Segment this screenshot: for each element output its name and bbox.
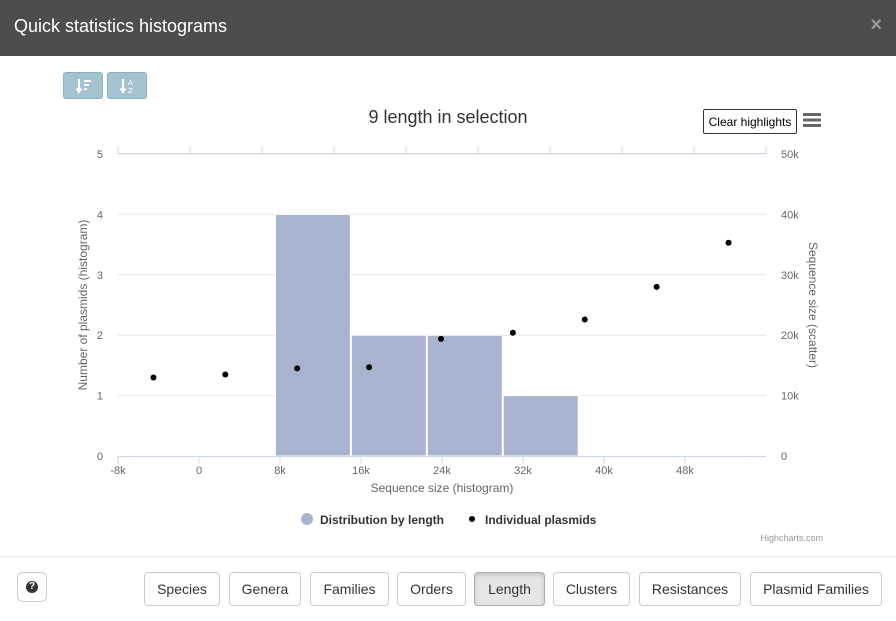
modal-header: Quick statistics histograms × [0,0,896,56]
y-tick-label: 3 [97,270,103,282]
y2-tick-label: 40k [781,209,799,221]
x-tick-label: 24k [433,465,451,477]
scatter-point [653,283,660,290]
tab-genera[interactable]: Genera [229,572,301,606]
legend-item-distribution[interactable]: Distribution by length [301,513,444,527]
y2-tick-label: 0 [781,451,787,463]
x-tick-label: 48k [676,465,694,477]
histogram-bar [350,334,427,457]
tab-orders[interactable]: Orders [397,572,466,606]
footer-divider [0,556,896,557]
tab-resistances[interactable]: Resistances [639,572,741,606]
legend-symbol-plasmids [469,516,475,522]
y2-axis-label: Sequence size (scatter) [806,242,820,368]
legend-item-plasmids[interactable]: Individual plasmids [469,513,597,527]
y-tick-label: 2 [97,330,103,342]
x-axis-label: Sequence size (histogram) [371,481,514,495]
chart-credits[interactable]: Highcharts.com [760,533,823,543]
help-button[interactable]: ? [17,572,47,602]
legend-symbol-distribution [301,513,313,525]
x-tick-label: 0 [196,465,202,477]
question-circle-icon: ? [26,581,38,593]
sort-by-count-button[interactable] [63,72,103,99]
y2-tick-label: 20k [781,330,799,342]
y-tick-label: 5 [97,149,103,161]
histogram-bar [274,213,351,457]
histogram-bar [502,395,579,457]
histogram-bar [426,334,503,457]
y2-tick-label: 30k [781,270,799,282]
chart-title: 9 length in selection [368,107,527,127]
sort-amount-desc-icon [76,79,91,94]
y2-tick-label: 50k [781,149,799,161]
y-axis-label: Number of plasmids (histogram) [76,220,90,391]
svg-text:Z: Z [128,87,133,94]
scatter-point [437,335,444,342]
hamburger-menu-icon[interactable] [803,113,821,127]
tab-families[interactable]: Families [310,572,389,606]
scatter-point [725,239,732,246]
x-tick-label: 16k [352,465,370,477]
scatter-point [294,365,301,372]
clear-highlights-button[interactable]: Clear highlights [703,109,797,134]
x-tick-label: 40k [595,465,613,477]
scatter-point [509,329,516,336]
legend-label-plasmids: Individual plasmids [485,513,597,527]
y2-tick-label: 10k [781,391,799,403]
axes: 0 1 2 3 4 5 0 10k 20k 30k 40k 50k -8k 0 8k 16k 24k 32k 40k… [97,146,799,477]
scatter-points [150,239,732,381]
y-tick-label: 4 [97,209,103,221]
svg-text:A: A [128,79,133,87]
scatter-point [581,316,588,323]
tab-species[interactable]: Species [144,572,220,606]
legend-label-distribution: Distribution by length [320,513,444,527]
y-tick-label: 0 [97,451,103,463]
scatter-point [366,364,373,371]
scatter-point [222,371,229,378]
x-tick-label: -8k [110,465,126,477]
x-tick-label: 32k [514,465,532,477]
tab-clusters[interactable]: Clusters [553,572,630,606]
tab-length[interactable]: Length [474,572,545,606]
close-button[interactable]: × [870,14,882,36]
legend: Distribution by length Individual plasmi… [301,513,597,527]
y-tick-label: 1 [97,391,103,403]
scatter-point [150,374,157,381]
sort-alpha-icon: A Z [120,79,133,94]
histogram-bars [274,213,579,457]
x-tick-label: 8k [274,465,286,477]
sort-alphabetical-button[interactable]: A Z [107,72,147,99]
modal-title: Quick statistics histograms [14,16,228,36]
tab-plasmid-families[interactable]: Plasmid Families [750,572,882,606]
histogram-chart: 9 length in selection 0 1 2 3 4 5 0 10k 20k 30k 40… [76,107,823,543]
